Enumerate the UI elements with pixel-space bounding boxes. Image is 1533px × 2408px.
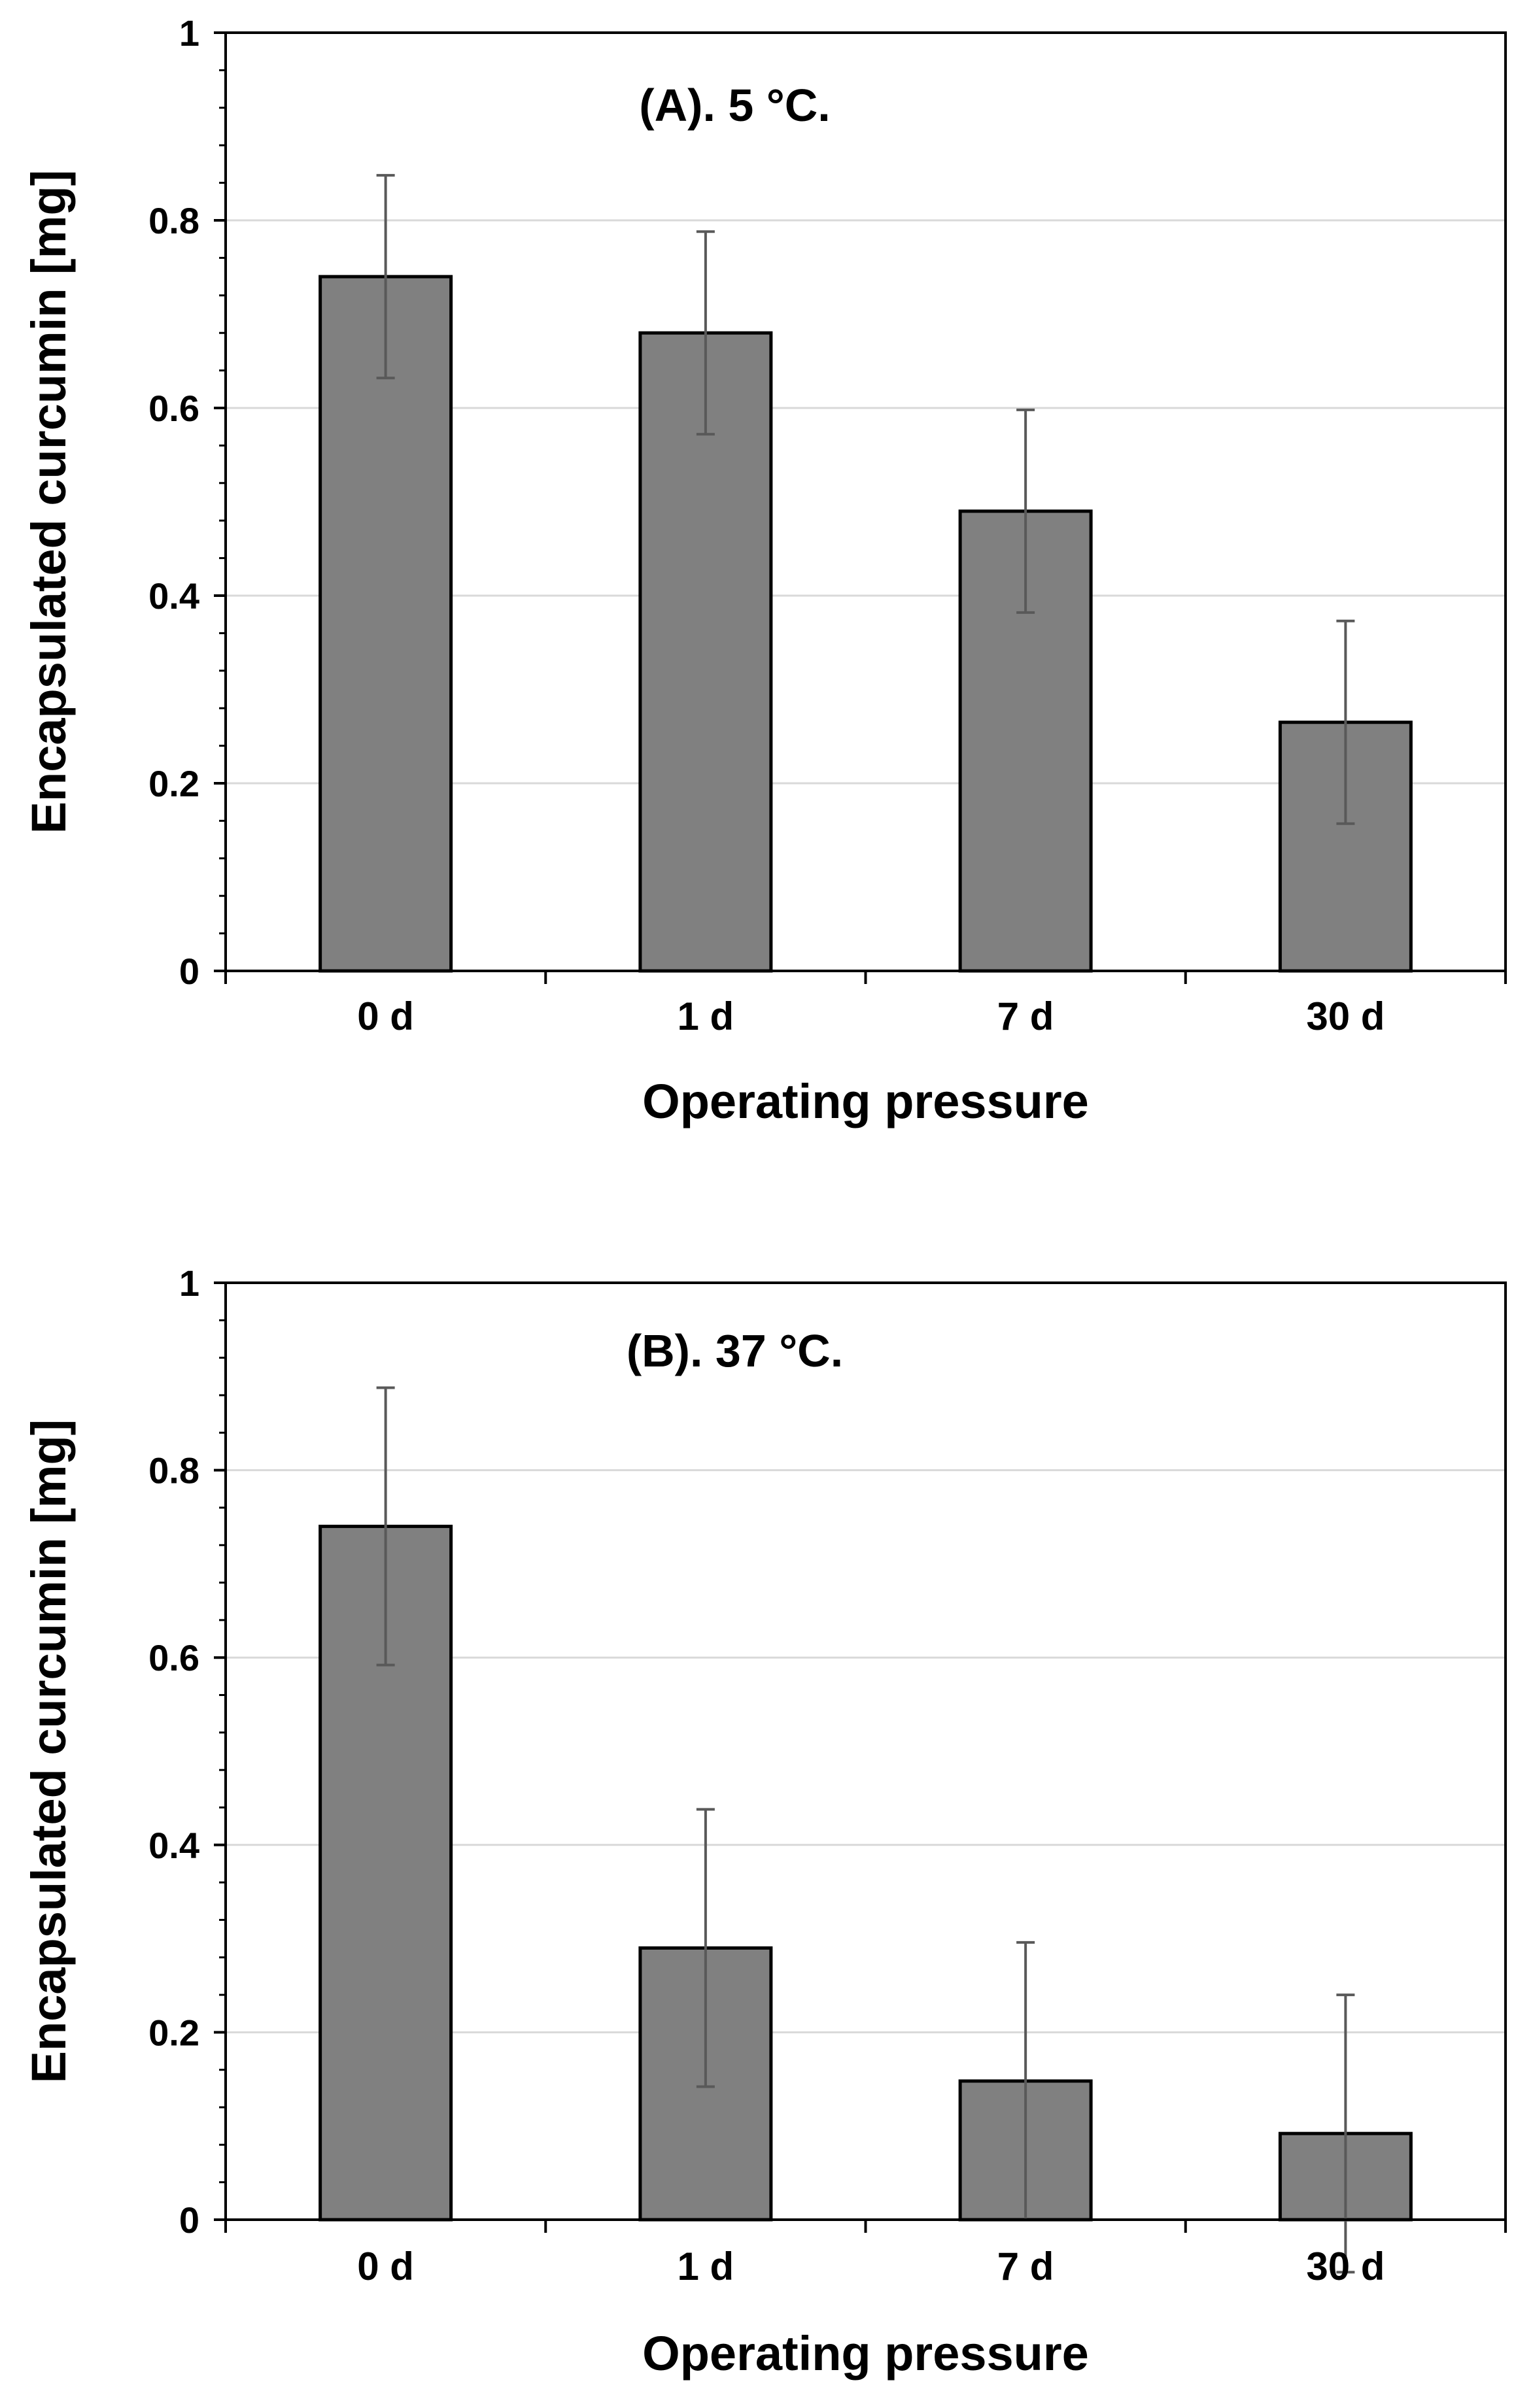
panel-b-x-axis-title: Operating pressure xyxy=(642,2326,1089,2381)
error-bar xyxy=(1336,619,1355,825)
panel-b-y-ticks: 0 0.2 0.4 0.6 0.8 1 xyxy=(148,1263,226,2241)
x-tick-label: 0 d xyxy=(357,2245,414,2288)
y-tick-label: 0.2 xyxy=(148,2012,199,2053)
x-tick-label: 7 d xyxy=(997,2245,1054,2288)
y-tick-label: 0.2 xyxy=(148,763,199,804)
panel-b-title: (B). 37 °C. xyxy=(627,1325,843,1376)
y-tick-label: 1 xyxy=(179,12,199,54)
y-tick-label: 0.4 xyxy=(148,1825,199,1866)
y-tick-label: 0.8 xyxy=(148,1450,199,1491)
panel-b-y-axis-title: Encapsulated curcumin [mg] xyxy=(22,1419,76,2084)
panel-a-error-bars xyxy=(376,174,1355,825)
panel-a-x-axis-title: Operating pressure xyxy=(642,1074,1089,1128)
panel-a-title: (A). 5 °C. xyxy=(639,80,830,131)
y-tick-label: 0.6 xyxy=(148,1637,199,1678)
panel-a-y-axis-title: Encapsulated curcumin [mg] xyxy=(22,170,76,834)
panel-a-bars xyxy=(319,275,1413,973)
panel-a-x-ticks: 0 d 1 d 7 d 30 d xyxy=(224,971,1507,1038)
panel-b-bars xyxy=(319,1525,1413,2222)
panel-a-y-ticks: 0 0.2 0.4 0.6 0.8 1 xyxy=(148,12,226,992)
error-bar xyxy=(376,174,395,380)
error-bar xyxy=(1336,1993,1355,2274)
error-bar xyxy=(376,1386,395,1667)
y-tick-label: 0 xyxy=(179,951,199,992)
x-tick-label: 30 d xyxy=(1306,994,1385,1038)
panel-b-x-ticks: 0 d 1 d 7 d 30 d xyxy=(224,2220,1507,2288)
panel-b-error-bars xyxy=(376,1386,1355,2274)
error-bar xyxy=(696,1808,715,2088)
x-tick-label: 1 d xyxy=(678,994,734,1038)
y-tick-label: 0.6 xyxy=(148,388,199,429)
y-tick-label: 0.8 xyxy=(148,200,199,241)
x-tick-label: 1 d xyxy=(678,2245,734,2288)
y-tick-label: 0.4 xyxy=(148,575,199,617)
x-tick-label: 30 d xyxy=(1306,2245,1385,2288)
error-bar xyxy=(696,230,715,436)
panel-b: 0 0.2 0.4 0.6 0.8 1 0 d 1 d 7 d 30 d (B). 37 °C.… xyxy=(22,1263,1507,2381)
error-bar xyxy=(1016,408,1035,614)
bar xyxy=(319,275,453,973)
y-tick-label: 1 xyxy=(179,1263,199,1304)
x-tick-label: 0 d xyxy=(357,994,414,1038)
y-tick-label: 0 xyxy=(179,2199,199,2241)
x-tick-label: 7 d xyxy=(997,994,1054,1038)
bar xyxy=(638,331,773,973)
